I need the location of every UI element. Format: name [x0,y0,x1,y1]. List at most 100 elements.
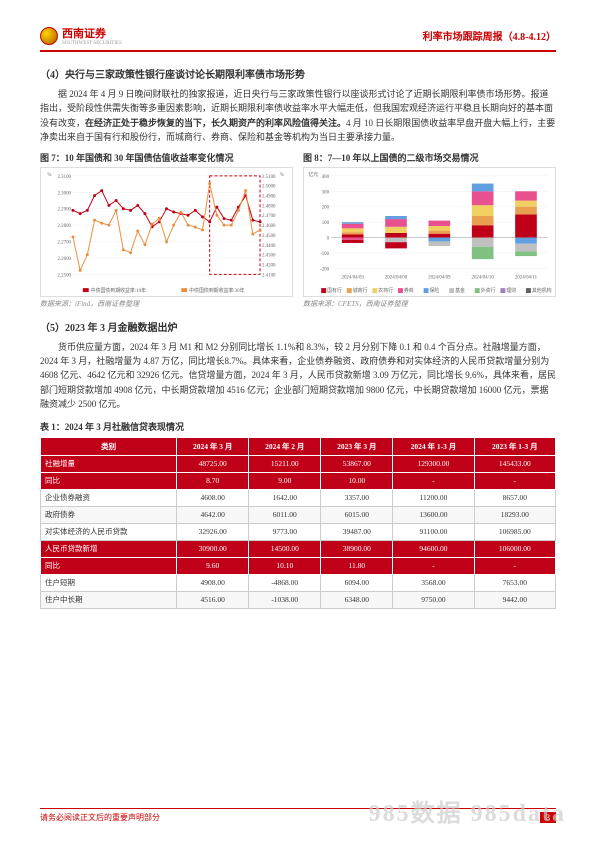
table-row: 住户短期4908.00-4868.006094.003568.007653.00 [41,574,556,591]
table-cell: 企业债券融资 [41,489,177,506]
table-row: 企业债券融资4608.001642.003357.0011200.008657.… [41,489,556,506]
document-page: 西南证券 SOUTHWEST SECURITIES 利率市场跟踪周报（4.8-4… [0,0,596,843]
svg-text:2.4700: 2.4700 [262,214,276,219]
svg-text:2.4500: 2.4500 [262,233,276,238]
table-cell: 94600.00 [393,540,474,557]
svg-text:中债国债到期收益率:30年: 中债国债到期收益率:30年 [189,287,244,294]
table-cell: 同比 [41,557,177,574]
table-header-cell: 2024 年 3 月 [177,437,249,455]
brand-name: 西南证券 [62,25,122,41]
svg-text:保险: 保险 [430,287,440,294]
data-table: 类别2024 年 3 月2024 年 2 月2023 年 3 月2024 年 1… [40,437,556,609]
table-cell: 8657.00 [474,489,555,506]
table-cell: 住户短期 [41,574,177,591]
table-row: 人民币贷款新增30900.0014500.0038900.0094600.001… [41,540,556,557]
table-cell: 同比 [41,472,177,489]
svg-text:%: % [280,172,284,177]
logo-icon [40,27,58,45]
brand-subtitle: SOUTHWEST SECURITIES [62,41,122,46]
chart8-column: 图 8：7—10 年以上国债的二级市场交易情况 -200-10001002003… [303,151,556,309]
watermark: 985数据 985data [369,793,566,828]
table-cell: 6015.00 [321,506,393,523]
table-cell: 39487.00 [321,523,393,540]
chart7-svg: 2.31002.30002.29002.28002.27002.26002.25… [41,168,292,296]
svg-text:100: 100 [322,221,330,226]
para-bold: 在经济正处于稳步恢复的当下，长久期资产的利率风险值得关注。 [85,118,346,128]
section4-title: （4）央行与三家政策性银行座谈讨论长期限利率债市场形势 [40,66,556,81]
table-header-cell: 2023 年 3 月 [321,437,393,455]
table-cell: - [474,557,555,574]
svg-text:0: 0 [327,236,330,241]
table-cell: 人民币贷款新增 [41,540,177,557]
table-row: 同比8.709.0010.00-- [41,472,556,489]
table-cell: 6094.00 [321,574,393,591]
table-row: 对实体经济的人民币贷款32926.009773.0039487.0091100.… [41,523,556,540]
table-row: 政府债券4642.006011.006015.0013600.0018293.0… [41,506,556,523]
svg-text:2.2600: 2.2600 [57,256,71,261]
svg-text:2.4300: 2.4300 [262,253,276,258]
table-cell: 9442.00 [474,591,555,608]
table-cell: 30900.00 [177,540,249,557]
svg-text:券商: 券商 [404,287,414,294]
table-cell: 15211.00 [249,455,321,472]
section5-paragraph: 货币供应量方面，2024 年 3 月 M1 和 M2 分别同比增长 1.1%和 … [40,340,556,412]
table-header-row: 类别2024 年 3 月2024 年 2 月2023 年 3 月2024 年 1… [41,437,556,455]
table-cell: 38900.00 [321,540,393,557]
svg-text:国有行: 国有行 [327,287,342,294]
table-cell: 6348.00 [321,591,393,608]
table-cell: 10.00 [321,472,393,489]
chart8-title: 图 8：7—10 年以上国债的二级市场交易情况 [303,151,556,164]
table-cell: 106985.00 [474,523,555,540]
table-body: 社融增量48725.0015211.0053867.00129300.00145… [41,455,556,608]
table-cell: 10.10 [249,557,321,574]
svg-text:200: 200 [322,205,330,210]
table-cell: 11.80 [321,557,393,574]
brand-logo: 西南证券 SOUTHWEST SECURITIES [40,25,122,46]
table-header-cell: 2024 年 1-3 月 [393,437,474,455]
table-cell: 18293.00 [474,506,555,523]
table-cell: 8.70 [177,472,249,489]
table-cell: 11200.00 [393,489,474,506]
svg-text:城商行: 城商行 [353,287,368,294]
table-cell: 53867.00 [321,455,393,472]
table-cell: 7653.00 [474,574,555,591]
svg-text:亿元: 亿元 [308,170,318,177]
table-cell: 4642.00 [177,506,249,523]
table-cell: 13600.00 [393,506,474,523]
table-cell: 106000.00 [474,540,555,557]
svg-text:2024/04/11: 2024/04/11 [515,275,538,280]
chart7-source: 数据来源：iFind，西南证券整理 [40,299,293,309]
table-cell: -1038.00 [249,591,321,608]
table-cell: 住户中长期 [41,591,177,608]
svg-text:-200: -200 [320,267,330,272]
svg-text:300: 300 [322,190,330,195]
svg-text:2.5000: 2.5000 [262,184,276,189]
table-cell: 9.60 [177,557,249,574]
table-cell: 4608.00 [177,489,249,506]
table-row: 住户中长期4516.00-1038.006348.009750.009442.0… [41,591,556,608]
svg-text:2.2900: 2.2900 [57,207,71,212]
table-cell: 14500.00 [249,540,321,557]
svg-text:农商行: 农商行 [378,287,393,294]
svg-text:2.2500: 2.2500 [57,273,71,278]
svg-text:2.3000: 2.3000 [57,191,71,196]
chart7-box: 2.31002.30002.29002.28002.27002.26002.25… [40,167,293,297]
chart8-box: -200-1000100200300400亿元2024/04/032024/04… [303,167,556,297]
page-header: 西南证券 SOUTHWEST SECURITIES 利率市场跟踪周报（4.8-4… [40,25,556,52]
section4-paragraph: 据 2024 年 4 月 9 日晚间财联社的独家报道，近日央行与三家政策性银行以… [40,87,556,145]
svg-text:2.4600: 2.4600 [262,224,276,229]
table-cell: -4868.00 [249,574,321,591]
chart7-column: 图 7：10 年国债和 30 年国债估值收益率变化情况 2.31002.3000… [40,151,293,309]
svg-text:400: 400 [322,174,330,179]
svg-text:2.3100: 2.3100 [57,174,71,179]
table-cell: 政府债券 [41,506,177,523]
svg-text:2024/04/10: 2024/04/10 [471,275,494,280]
table-cell: 4516.00 [177,591,249,608]
svg-text:2.5100: 2.5100 [262,174,276,179]
table-title: 表 1：2024 年 3 月社融信贷表现情况 [40,420,556,433]
table-cell: 6011.00 [249,506,321,523]
table-cell: 3568.00 [393,574,474,591]
svg-text:基金: 基金 [455,287,465,294]
table-cell: 9.00 [249,472,321,489]
table-header-cell: 类别 [41,437,177,455]
